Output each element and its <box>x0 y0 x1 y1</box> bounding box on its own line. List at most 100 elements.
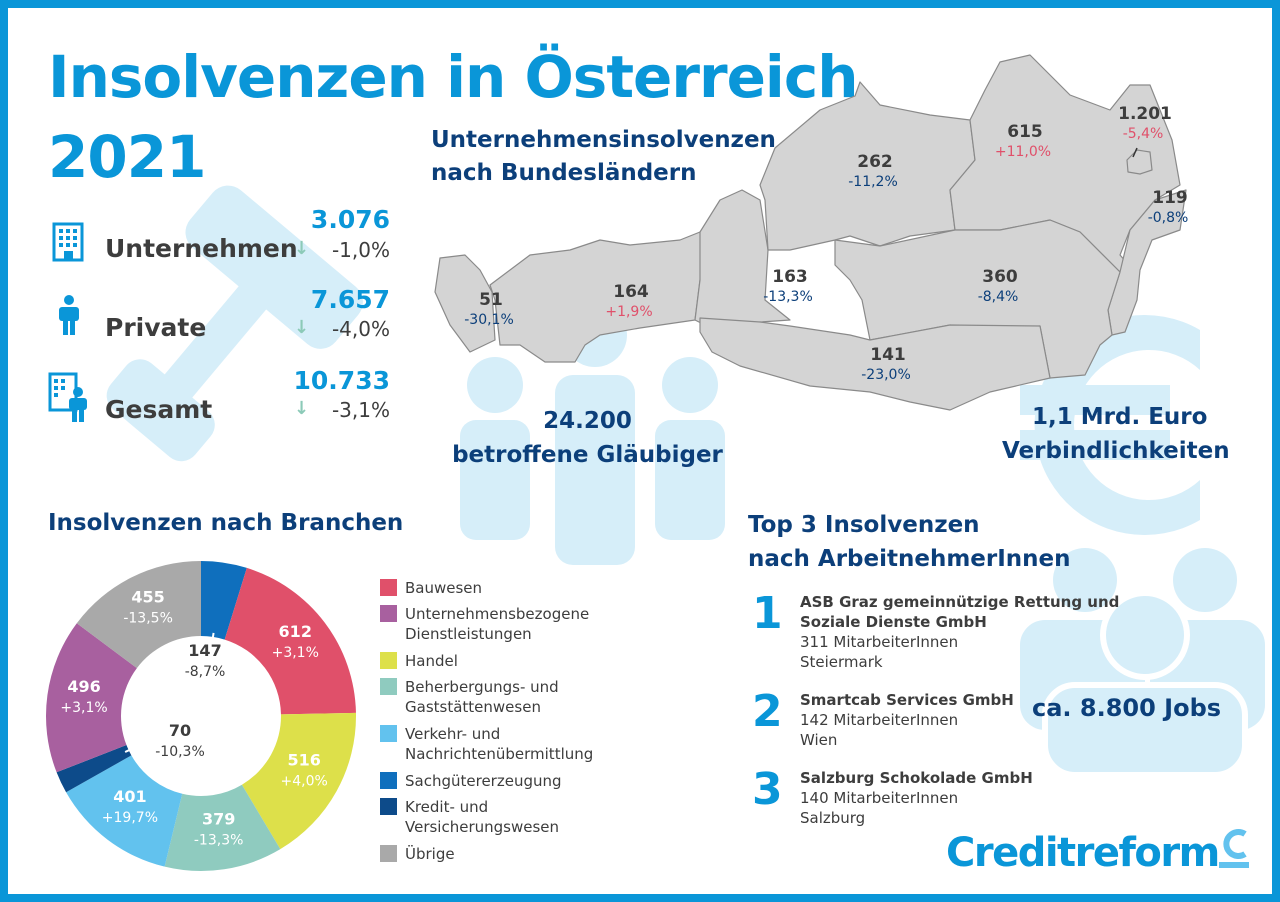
legend-item: Bauwesen <box>380 578 482 598</box>
map-value-4: 615 <box>1007 122 1043 142</box>
legend-text: Unternehmensbezogene Dienstleistungen <box>405 604 589 644</box>
donut-change-label: -10,3% <box>155 744 205 760</box>
donut-slice-2 <box>241 712 356 850</box>
map-change-1: +1,9% <box>605 304 653 320</box>
donut-slice-3 <box>164 784 281 871</box>
creditors-value: 24.200 <box>543 408 632 434</box>
legend-item: Kredit- und Versicherungswesen <box>380 797 559 837</box>
map-value-8: 141 <box>870 345 906 365</box>
company-name: ASB Graz gemeinnützige Rettung und <box>800 593 1120 611</box>
donut-value-label: 70 <box>169 721 191 740</box>
map-change-4: +11,0% <box>994 144 1052 160</box>
legend-label: Sachgütererzeugung <box>405 772 562 790</box>
top3-title-line-1: Top 3 Insolvenzen <box>748 512 980 538</box>
legend-label: Beherbergungs- und <box>405 678 559 696</box>
legend-swatch <box>380 605 397 622</box>
title-line-1: Insolvenzen in Österreich <box>48 43 858 111</box>
map-change-0: -30,1% <box>464 312 514 328</box>
liabilities-value: 1,1 Mrd. Euro <box>1032 404 1208 430</box>
employee-count: 140 MitarbeiterInnen <box>800 789 959 807</box>
branch-donut-chart: 147 -8,7% 612 +3,1% 516 +4,0% 379 -13,3% 401 +19,… <box>45 561 356 871</box>
company-state: Wien <box>800 731 838 749</box>
rank-number: 3 <box>752 764 783 815</box>
legend-label: Übrige <box>405 845 455 863</box>
map-title-line-1: Unternehmensinsolvenzen <box>431 127 776 153</box>
stat-label-unternehmen: Unternehmen <box>105 234 298 263</box>
map-value-3: 262 <box>857 152 893 172</box>
liabilities-label: Verbindlichkeiten <box>1002 438 1230 464</box>
map-change-7: -8,4% <box>977 289 1019 305</box>
company-name: Smartcab Services GmbH <box>800 691 1014 709</box>
donut-slice-1 <box>224 567 356 715</box>
building-person-icon <box>48 372 87 422</box>
legend-item: Verkehr- und Nachrichtenübermittlung <box>380 724 593 764</box>
map-change-2: -13,3% <box>763 289 813 305</box>
legend-label: Kredit- und <box>405 798 489 816</box>
stat-label-private: Private <box>105 313 207 342</box>
legend-item: Handel <box>380 651 458 671</box>
region-salzburg <box>694 189 791 331</box>
employee-count: 142 MitarbeiterInnen <box>800 711 959 729</box>
top3-title: Top 3 Insolvenzen nach ArbeitnehmerInnen <box>748 508 1071 576</box>
legend-label: Unternehmensbezogene <box>405 605 590 623</box>
arrow-down-icon: ↓ <box>294 398 310 419</box>
donut-slice-4 <box>66 755 183 867</box>
legend-item: Beherbergungs- und Gaststättenwesen <box>380 677 559 717</box>
donut-leader-line <box>209 632 215 651</box>
liabilities-stat: 1,1 Mrd. Euro Verbindlichkeiten <box>1000 400 1280 468</box>
creditors-label: betroffene Gläubiger <box>452 442 723 468</box>
region-vorarlberg <box>434 254 496 353</box>
top3-title-line-2: nach ArbeitnehmerInnen <box>748 546 1071 572</box>
donut-value-label: 516 <box>287 750 320 769</box>
employee-count: 311 MitarbeiterInnen <box>800 633 959 651</box>
legend-swatch <box>380 845 397 862</box>
donut-value-label: 496 <box>67 677 100 696</box>
company-state: Salzburg <box>800 809 866 827</box>
donut-change-label: +3,1% <box>60 700 107 716</box>
donut-change-label: -13,3% <box>194 833 244 849</box>
stat-value-unternehmen: 3.076 <box>310 205 390 234</box>
legend-text: Übrige <box>405 844 455 864</box>
legend-text: Bauwesen <box>405 578 482 598</box>
region-steiermark <box>834 219 1121 379</box>
donut-value-label: 147 <box>188 641 221 660</box>
legend-label: Bauwesen <box>405 579 483 597</box>
creditors-stat: 24.200 betroffene Gläubiger <box>430 404 745 472</box>
legend-item: Sachgütererzeugung <box>380 771 562 791</box>
map-title: Unternehmensinsolvenzen nach Bundeslände… <box>431 124 776 190</box>
region-burgenland <box>1107 189 1187 336</box>
legend-item: Übrige <box>380 844 455 864</box>
donut-change-label: +3,1% <box>272 645 319 661</box>
map-value-0: 51 <box>479 290 503 310</box>
arrow-down-icon: ↓ <box>294 317 310 338</box>
stat-label-gesamt: Gesamt <box>105 395 213 424</box>
stat-change-private: -4,0% <box>331 317 390 341</box>
legend-label-line-2: Versicherungswesen <box>405 818 560 836</box>
gavel-watermark-icon <box>106 185 363 462</box>
map-change-6: -0,8% <box>1147 210 1189 226</box>
stat-value-private: 7.657 <box>310 285 390 314</box>
donut-change-label: -13,5% <box>123 611 173 627</box>
map-title-line-2: nach Bundesländern <box>431 160 697 186</box>
legend-item: Unternehmensbezogene Dienstleistungen <box>380 604 589 644</box>
donut-leader-line <box>124 743 142 753</box>
donut-change-label: +4,0% <box>281 773 328 789</box>
donut-slice-6 <box>45 623 137 773</box>
map-change-5: -5,4% <box>1122 126 1164 142</box>
chart-title: Insolvenzen nach Branchen <box>48 510 404 536</box>
page-title: Insolvenzen in Österreich 2021 <box>48 42 858 192</box>
company-name-line-2: Soziale Dienste GmbH <box>800 613 987 631</box>
legend-text: Handel <box>405 651 458 671</box>
legend-swatch <box>380 652 397 669</box>
region-kaernten <box>699 317 1051 411</box>
legend-label-line-2: Gaststättenwesen <box>405 698 541 716</box>
creditreform-logo-icon <box>1219 829 1249 868</box>
donut-slice-5 <box>56 745 132 793</box>
arrow-down-icon: ↓ <box>294 238 310 259</box>
legend-text: Beherbergungs- und Gaststättenwesen <box>405 677 559 717</box>
legend-text: Verkehr- und Nachrichtenübermittlung <box>405 724 593 764</box>
legend-text: Sachgütererzeugung <box>405 771 562 791</box>
donut-slice-7 <box>76 561 201 669</box>
